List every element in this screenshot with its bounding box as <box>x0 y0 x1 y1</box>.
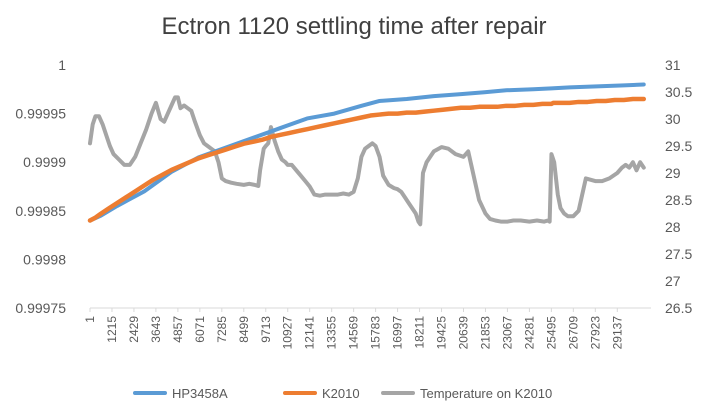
x-tick-label: 6071 <box>193 316 207 343</box>
y-right-tick-label: 31 <box>665 57 681 73</box>
x-tick-label: 9713 <box>259 316 273 343</box>
x-tick-label: 24281 <box>522 316 536 350</box>
y-left-tick-label: 0.99985 <box>15 203 66 219</box>
hp3458a-line <box>88 82 646 223</box>
legend-label: HP3458A <box>172 386 228 401</box>
y-right-tick-label: 27 <box>665 273 681 289</box>
legend-label: Temperature on K2010 <box>420 386 552 401</box>
chart-title: Ectron 1120 settling time after repair <box>161 13 546 40</box>
y-right-tick-label: 30 <box>665 111 681 127</box>
x-tick-label: 21853 <box>478 316 492 350</box>
y-right-tick-label: 29.5 <box>665 138 692 154</box>
x-tick-label: 20639 <box>456 316 470 350</box>
y-right-tick-label: 30.5 <box>665 84 692 100</box>
legend-label: K2010 <box>322 386 360 401</box>
x-tick-label: 26709 <box>566 316 580 350</box>
x-tick-label: 2429 <box>127 316 141 343</box>
legend: HP3458A K2010 Temperature on K2010 <box>133 386 552 401</box>
y-right-tick-label: 26.5 <box>665 300 692 316</box>
y-left-tick-label: 1 <box>58 57 66 73</box>
x-tick-label: 29137 <box>610 316 624 350</box>
x-tick-label: 14569 <box>347 316 361 350</box>
plot-area <box>87 82 647 227</box>
x-tick-label: 13355 <box>325 316 339 350</box>
y-right-tick-label: 28.5 <box>665 192 692 208</box>
y-right-tick-label: 29 <box>665 165 681 181</box>
x-tick-label: 7285 <box>215 316 229 343</box>
x-tick-label: 18211 <box>413 316 427 349</box>
y-left-tick-label: 0.9999 <box>23 154 66 170</box>
x-tick-label: 25495 <box>544 316 558 350</box>
y-left-tick-label: 0.99995 <box>15 106 66 122</box>
x-tick-label: 16997 <box>391 316 405 350</box>
x-tick-label: 3643 <box>149 316 163 343</box>
y-right-tick-label: 28 <box>665 219 681 235</box>
y-left-tick-label: 0.99975 <box>15 300 66 316</box>
x-tick-label: 1 <box>83 316 97 323</box>
axes: 0.99975 0.9998 0.99985 0.9999 0.99995 1 26.5 27… <box>15 57 692 349</box>
x-tick-label: 12141 <box>303 316 317 350</box>
x-tick-label: 15783 <box>369 316 383 350</box>
x-tick-label: 8499 <box>237 316 251 343</box>
y-left-tick-label: 0.9998 <box>23 251 66 267</box>
x-tick-label: 19425 <box>435 316 449 350</box>
temperature-line <box>88 95 646 227</box>
y-right-tick-label: 27.5 <box>665 246 692 262</box>
x-tick-label: 4857 <box>171 316 185 343</box>
x-tick-label: 10927 <box>281 316 295 350</box>
k2010-line <box>87 96 647 223</box>
x-tick-label: 27923 <box>588 316 602 350</box>
x-tick-label: 1215 <box>105 316 119 343</box>
x-tick-label: 23067 <box>500 316 514 350</box>
